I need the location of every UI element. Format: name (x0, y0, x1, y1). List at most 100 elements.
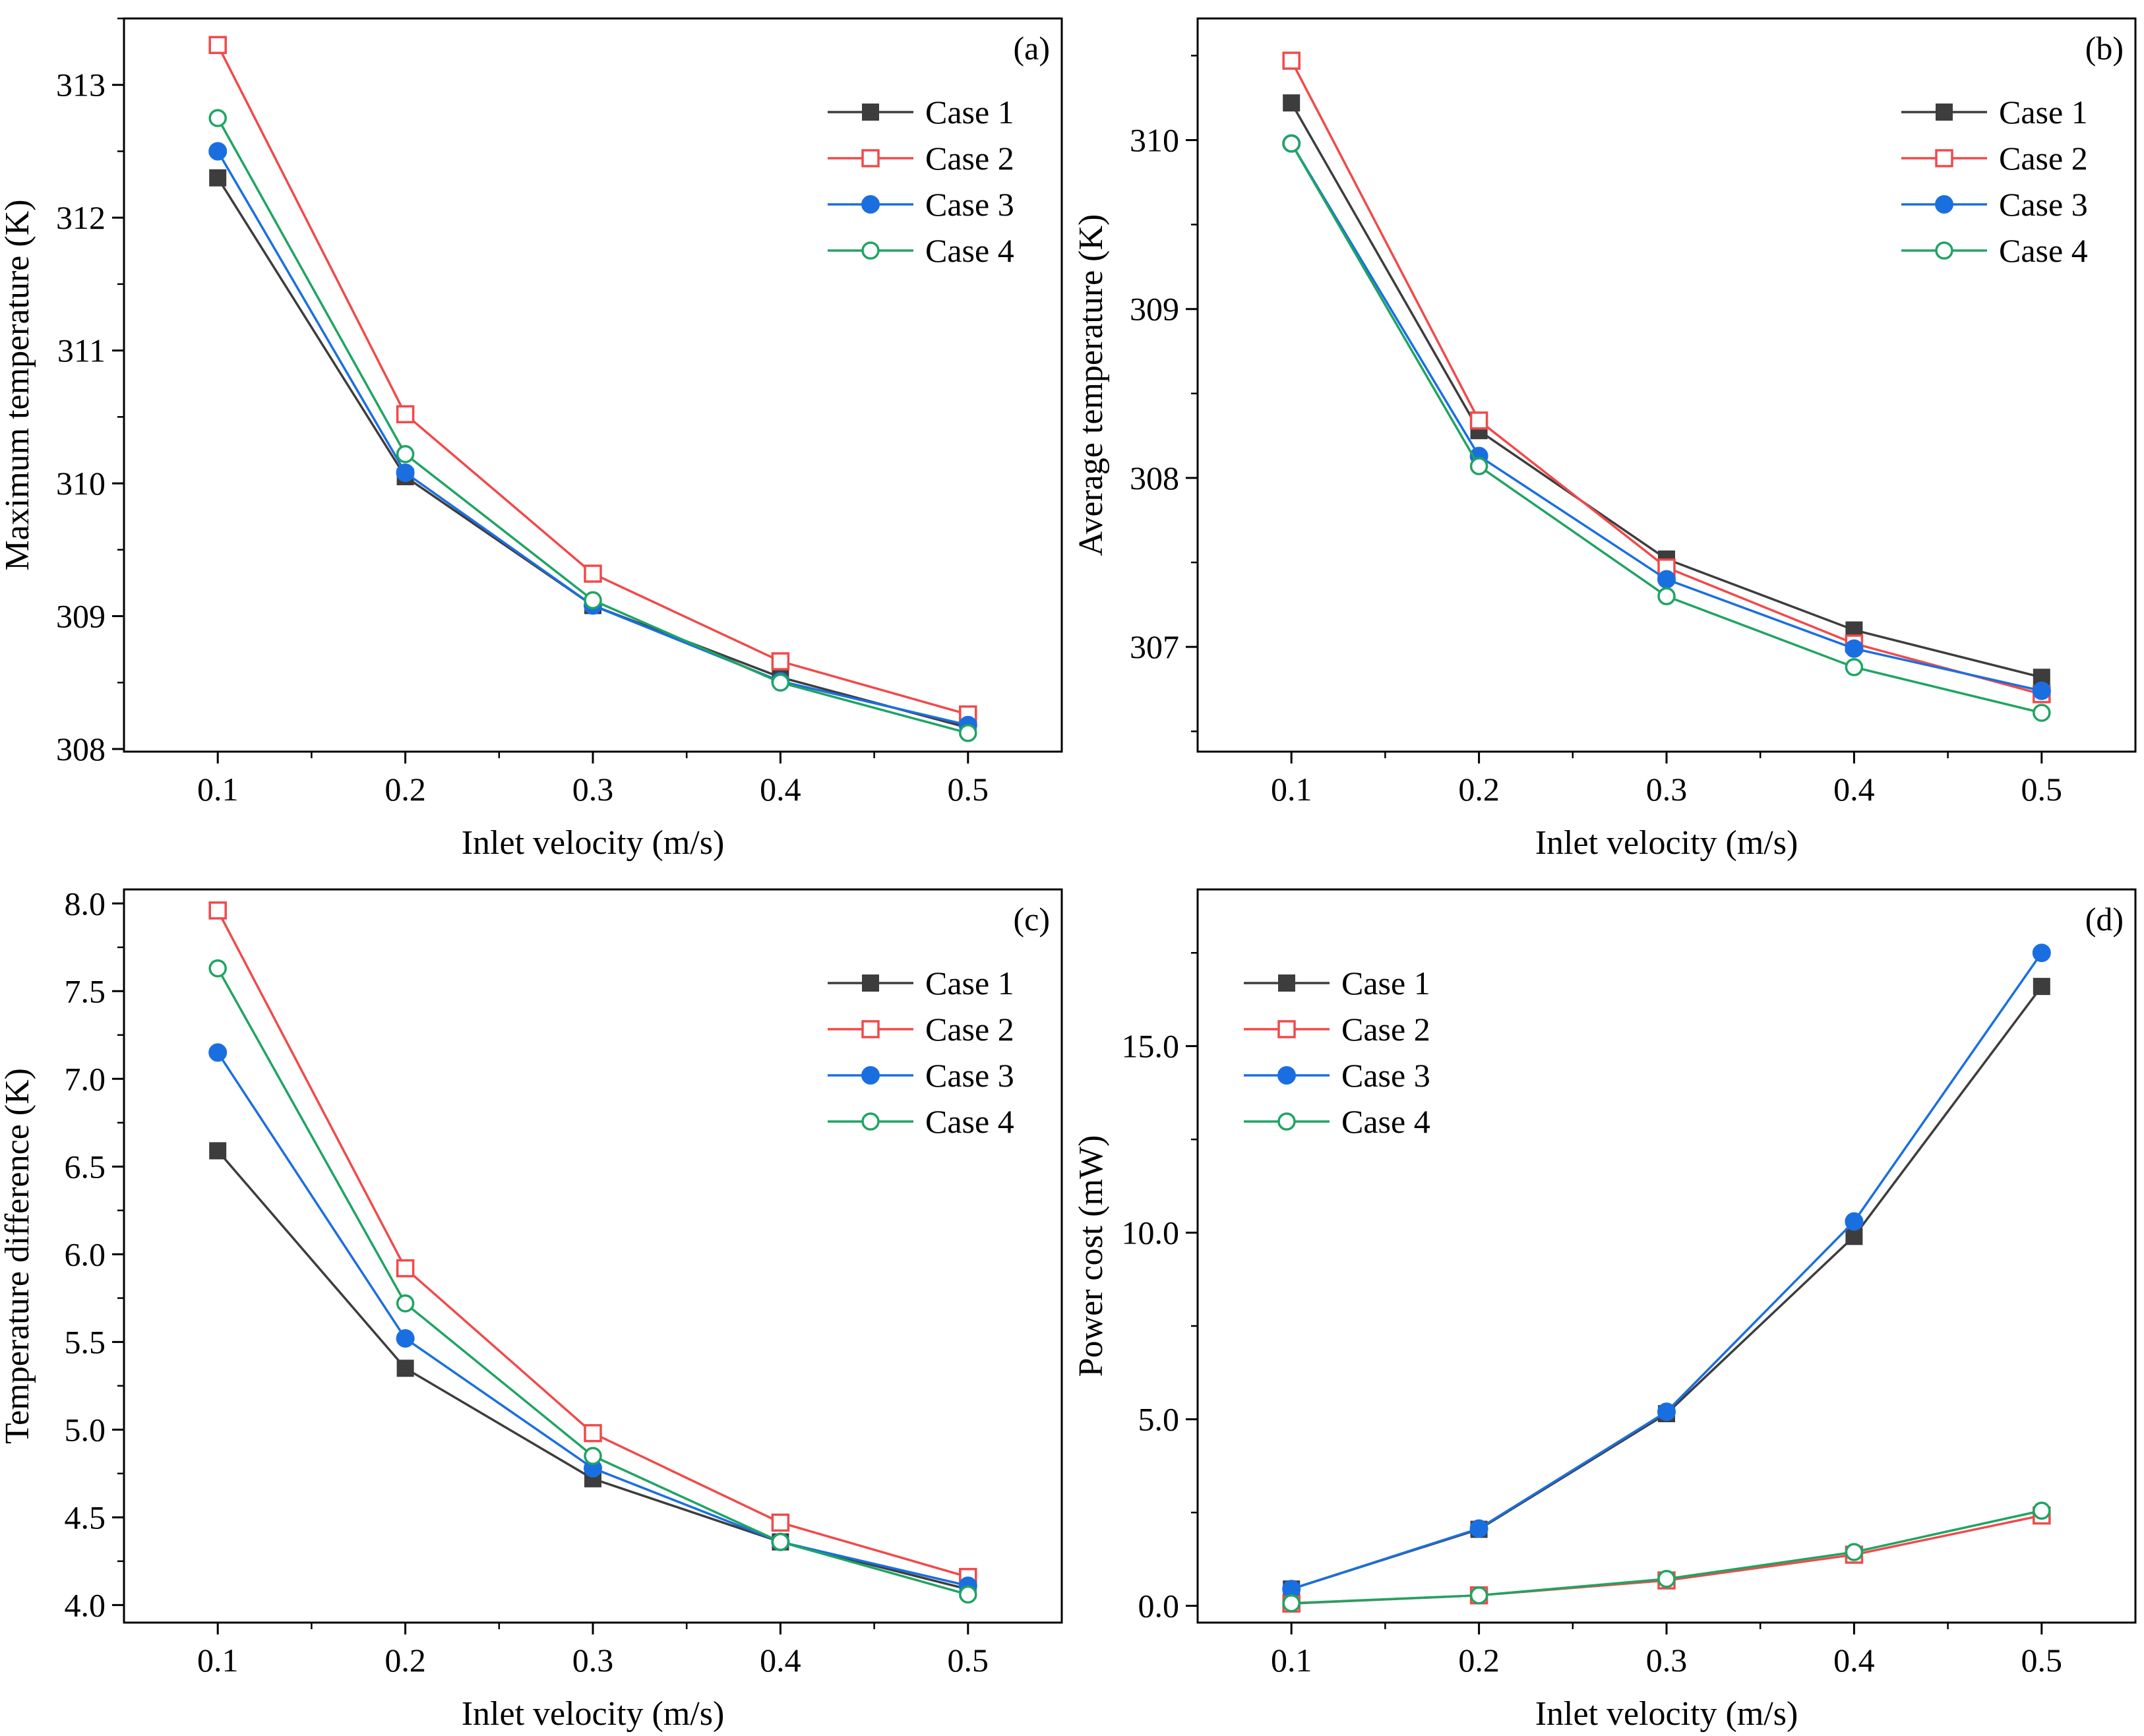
series-line (1290, 142, 2042, 714)
y-axis-label: Average temperature (K) (1072, 214, 1110, 556)
legend-marker (1935, 195, 1953, 214)
plot-frame (123, 17, 1063, 753)
legend-label: Case 4 (925, 1103, 1014, 1140)
legend-marker (862, 104, 879, 121)
x-tick-label: 0.3 (1646, 771, 1688, 808)
y-tick-label: 4.5 (65, 1499, 106, 1536)
series-case-4 (208, 959, 977, 1604)
legend-marker (862, 974, 879, 992)
y-tick-label: 15.0 (1122, 1028, 1180, 1065)
y-tick-label: 6.0 (65, 1236, 106, 1272)
data-point (1469, 457, 1488, 475)
panel-b: 0.1 0.2 0.3 0.4 0.5 307 308 309 310 Inlet velocit… (1072, 17, 2137, 862)
legend-item: Case 3 (828, 1057, 1014, 1094)
panel-d: 0.1 0.2 0.3 0.4 0.5 0.0 5.0 10.0 15.0 Inlet veloc… (1072, 888, 2137, 1733)
x-tick-label: 0.2 (1458, 771, 1500, 808)
data-point (771, 1513, 790, 1532)
data-point (1845, 1228, 1863, 1245)
legend-label: Case 1 (925, 965, 1014, 1002)
data-point (1283, 94, 1301, 112)
data-point (584, 564, 602, 583)
series-line (1291, 1514, 2042, 1605)
legend-item: Case 2 (828, 1011, 1014, 1048)
data-point (771, 1532, 790, 1551)
y-tick-label: 310 (1130, 121, 1179, 158)
legend-label: Case 1 (1341, 965, 1430, 1002)
legend-marker (861, 1020, 880, 1038)
data-point (2033, 1501, 2051, 1520)
legend-item: Case 3 (1244, 1057, 1430, 1094)
y-tick-label: 308 (56, 731, 106, 767)
panel-label: (b) (2085, 30, 2124, 67)
y-tick-label: 4.0 (65, 1586, 106, 1623)
legend-label: Case 3 (1999, 186, 2088, 223)
panel-label: (a) (1014, 30, 1051, 67)
data-point (584, 591, 602, 610)
data-point (208, 36, 227, 55)
y-tick-label: 10.0 (1122, 1214, 1180, 1251)
x-tick-label: 0.1 (197, 771, 239, 808)
y-tick-label: 6.5 (65, 1148, 106, 1185)
legend-marker (1277, 1066, 1296, 1085)
x-tick-label: 0.5 (2021, 771, 2063, 808)
y-tick-label: 5.0 (65, 1411, 106, 1448)
legend-marker (1935, 149, 1953, 167)
series-case-2 (208, 36, 977, 724)
legend-item: Case 4 (828, 232, 1014, 269)
series-case-4 (1282, 1501, 2051, 1613)
data-point (2032, 943, 2051, 963)
legend: Case 1 Case 2 Case 3 Case 4 (1901, 94, 2088, 269)
data-point (396, 445, 415, 464)
series-case-1 (209, 1142, 977, 1598)
legend-label: Case 4 (1999, 232, 2088, 269)
data-point (208, 901, 227, 920)
series-case-4 (208, 109, 977, 742)
panel-c: 0.1 0.2 0.3 0.4 0.5 4.0 4.5 5.0 5.5 6.0 6.5 7.0 7.5 8… (0, 885, 1063, 1733)
legend-marker (861, 149, 880, 167)
legend-item: Case 2 (828, 140, 1014, 177)
x-tick-label: 0.2 (1458, 1642, 1500, 1679)
y-tick-label: 313 (56, 67, 106, 104)
y-tick-label: 5.5 (65, 1323, 106, 1360)
legend-item: Case 1 (828, 965, 1014, 1002)
x-tick-label: 0.1 (1271, 771, 1312, 808)
y-axis-label: Temperature difference (K) (0, 1068, 36, 1444)
legend-marker (861, 1112, 880, 1131)
data-point (1657, 1570, 1676, 1588)
y-axis-label: Power cost (mW) (1072, 1135, 1110, 1377)
data-point (1657, 1402, 1676, 1422)
legend-item: Case 2 (1901, 140, 2088, 177)
data-point (959, 724, 977, 742)
x-tick-label: 0.5 (948, 1642, 989, 1679)
x-tick-label: 0.3 (1646, 1642, 1688, 1679)
y-tick-label: 7.5 (65, 973, 106, 1009)
x-tick-label: 0.3 (572, 771, 614, 808)
data-point (396, 1259, 415, 1278)
legend-label: Case 2 (925, 1011, 1014, 1048)
data-point (396, 405, 415, 424)
plot-frame (1196, 888, 2137, 1624)
x-tick-label: 0.4 (1833, 771, 1875, 808)
data-point (1845, 1543, 1864, 1561)
legend-item: Case 1 (828, 94, 1014, 131)
data-point (1657, 570, 1676, 589)
x-tick-label: 0.3 (572, 1642, 614, 1679)
legend-marker (1277, 1020, 1296, 1038)
data-point (208, 142, 228, 161)
y-tick-label: 5.0 (1138, 1401, 1180, 1438)
legend-item: Case 4 (828, 1103, 1014, 1140)
legend-label: Case 1 (925, 94, 1014, 131)
panel-label: (d) (2085, 901, 2124, 938)
x-axis-label: Inlet velocity (m/s) (462, 824, 725, 862)
data-point (1845, 639, 1864, 658)
legend-marker (861, 195, 880, 214)
series-line (1291, 952, 2043, 1590)
series-case-3 (1282, 943, 2051, 1599)
x-tick-label: 0.2 (384, 771, 426, 808)
y-tick-label: 310 (56, 465, 106, 502)
data-point (1282, 134, 1301, 153)
legend-marker (1278, 974, 1295, 992)
data-point (396, 1329, 415, 1348)
data-point (1469, 1519, 1488, 1538)
